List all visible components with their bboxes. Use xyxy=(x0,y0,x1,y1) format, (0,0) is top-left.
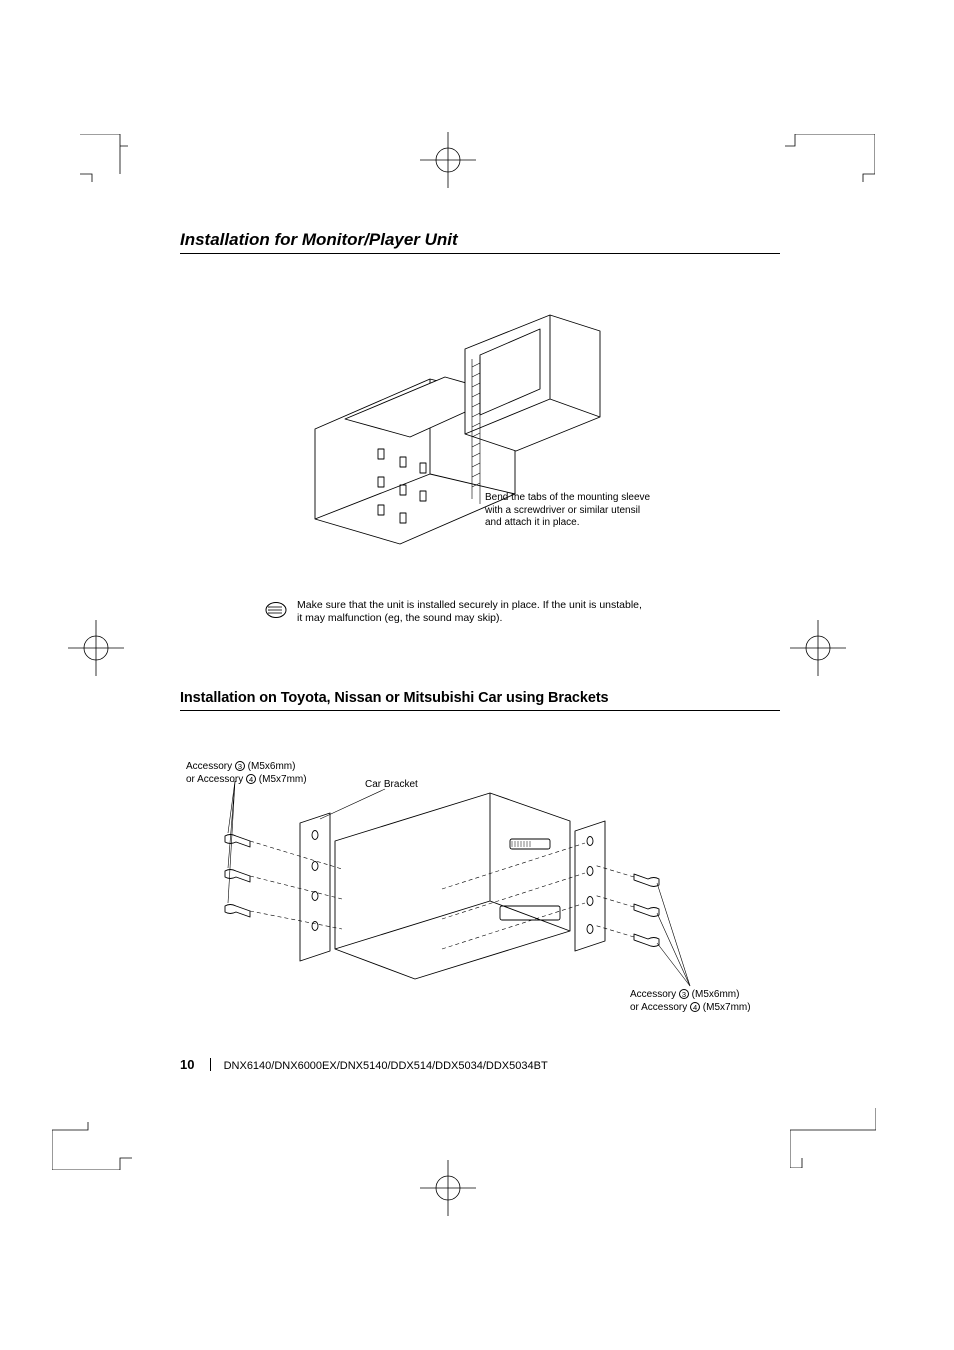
acc3-spec-l: (M5x6mm) xyxy=(245,761,296,772)
acc-or-l: or Accessory xyxy=(186,774,246,785)
circled-4-r: 4 xyxy=(690,1002,700,1012)
bracket-diagram: Accessory 3 (M5x6mm) or Accessory 4 (M5x… xyxy=(180,741,780,1031)
mounting-sleeve-diagram: Bend the tabs of the mounting sleeve wit… xyxy=(180,299,780,559)
circled-3-l: 3 xyxy=(235,761,245,771)
note-line1: Make sure that the unit is installed sec… xyxy=(297,599,642,611)
footer-models: DNX6140/DNX6000EX/DNX5140/DDX514/DDX5034… xyxy=(224,1060,548,1072)
page-footer: 10 DNX6140/DNX6000EX/DNX5140/DDX514/DDX5… xyxy=(180,1057,548,1072)
accessory-label-left: Accessory 3 (M5x6mm) or Accessory 4 (M5x… xyxy=(186,761,307,786)
note-line2: it may malfunction (eg, the sound may sk… xyxy=(297,612,502,624)
mounting-sleeve-svg xyxy=(180,299,780,559)
page-title: Installation for Monitor/Player Unit xyxy=(180,230,780,254)
acc-or-r: or Accessory xyxy=(630,1002,690,1013)
page-number: 10 xyxy=(180,1057,194,1072)
car-bracket-label: Car Bracket xyxy=(365,779,418,792)
sleeve-caption: Bend the tabs of the mounting sleeve wit… xyxy=(485,492,655,530)
crop-mark-tr xyxy=(785,134,875,182)
note-icon xyxy=(265,601,287,624)
acc-prefix-r: Accessory xyxy=(630,989,679,1000)
crop-mark-br xyxy=(790,1108,876,1168)
acc-prefix-l: Accessory xyxy=(186,761,235,772)
register-mark-left xyxy=(68,620,124,676)
footer-divider xyxy=(210,1058,211,1071)
acc4-spec-r: (M5x7mm) xyxy=(700,1002,751,1013)
register-mark-top xyxy=(420,132,476,188)
accessory-label-right: Accessory 3 (M5x6mm) or Accessory 4 (M5x… xyxy=(630,989,751,1014)
register-mark-right xyxy=(790,620,846,676)
crop-mark-bl xyxy=(52,1122,132,1170)
note-text: Make sure that the unit is installed sec… xyxy=(297,599,642,625)
crop-mark-tl xyxy=(80,134,128,182)
circled-3-r: 3 xyxy=(679,989,689,999)
acc4-spec-l: (M5x7mm) xyxy=(256,774,307,785)
register-mark-bottom xyxy=(420,1160,476,1216)
acc3-spec-r: (M5x6mm) xyxy=(689,989,740,1000)
bracket-section-title: Installation on Toyota, Nissan or Mitsub… xyxy=(180,690,780,711)
install-note: Make sure that the unit is installed sec… xyxy=(265,599,780,625)
circled-4-l: 4 xyxy=(246,774,256,784)
